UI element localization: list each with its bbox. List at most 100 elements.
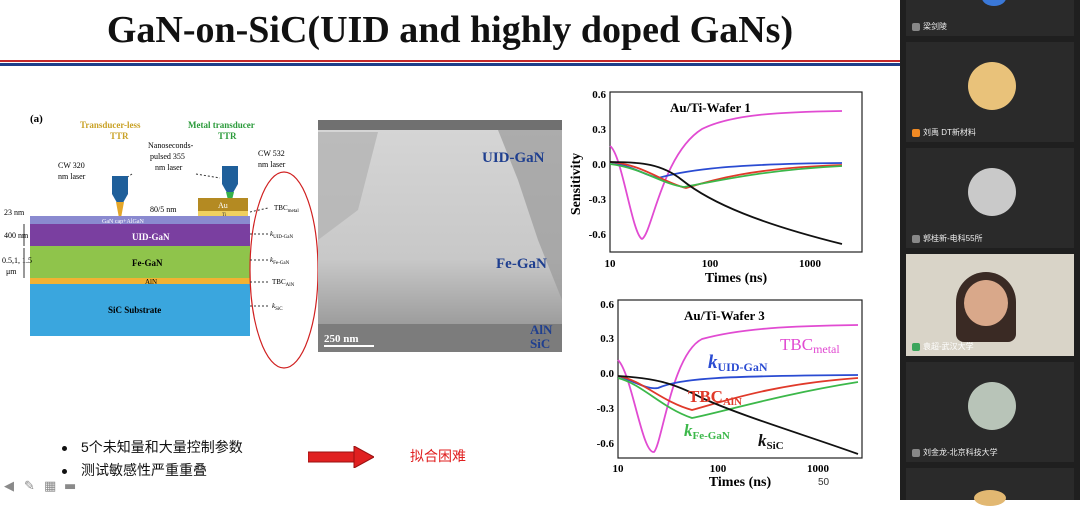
plot1-xlabel: Times (ns) — [705, 271, 768, 286]
participant-tile-1[interactable]: 梁剑陵 — [906, 0, 1074, 36]
laser-leader-left — [125, 173, 133, 179]
avatar — [968, 382, 1016, 430]
cw320-l1: CW 320 — [58, 161, 85, 170]
slides-grid-icon[interactable]: ▦ — [44, 479, 57, 494]
face — [964, 280, 1008, 326]
layer-schematic: (a) Transducer-less TTR Metal transducer… — [2, 113, 319, 369]
title-rule-blue — [0, 63, 900, 66]
plot1-ytick-2: 0.0 — [592, 159, 606, 171]
au-label: Au — [218, 201, 228, 210]
avatar — [974, 490, 1006, 506]
plot2-curve-k-fe — [617, 377, 859, 419]
plot1-curve-tbc-aln — [609, 161, 843, 189]
ttr-label-left: TTR — [110, 131, 129, 141]
au-layer — [198, 198, 248, 211]
tem-uid-label: UID-GaN — [482, 150, 545, 166]
bullet-dot-icon — [62, 468, 67, 474]
avatar — [968, 168, 1016, 216]
ttr-label-right: TTR — [218, 131, 237, 141]
laser-left-icon — [112, 176, 128, 218]
nanoseconds-laser-l2: pulsed 355 — [150, 152, 185, 161]
plot2-title: Au/Ti-Wafer 3 — [684, 308, 765, 323]
nanoseconds-laser-l1: Nanoseconds- — [148, 141, 194, 150]
plot2-label-tbc-aln: TBCAlN — [688, 387, 742, 408]
mic-off-icon — [912, 448, 920, 457]
participant-tile-5[interactable]: 刘金龙-北京科技大学 — [906, 362, 1074, 462]
plot2-label-tbc-metal: TBCmetal — [780, 335, 840, 356]
uid-gan-layer — [30, 224, 250, 246]
panel-label: (a) — [30, 113, 43, 125]
slide-toolbar: ◀ ✎ ▦ ▬ — [4, 480, 78, 494]
sensitivity-plot-wafer3: Au/Ti-Wafer 3 Times (ns) 0.6 0.3 0.0 -0.… — [597, 299, 863, 490]
participant-tile-4-active[interactable]: 袁超-武汉大学 — [906, 254, 1074, 356]
tem-scale-label: 250 nm — [324, 333, 359, 345]
prev-arrow-icon[interactable]: ◀ — [4, 479, 14, 494]
tem-sic-label: SiC — [530, 336, 550, 351]
title-rule-red — [0, 60, 900, 62]
plot2-ytick-0: 0.6 — [600, 299, 614, 311]
page-number: 50 — [818, 477, 830, 488]
red-arrow-icon — [308, 446, 374, 468]
plot1-title: Au/Ti-Wafer 1 — [670, 100, 751, 115]
plot2-ytick-3: -0.3 — [597, 403, 615, 415]
participant-tile-3[interactable]: 郭桂新-电科55所 — [906, 148, 1074, 248]
presentation-slide: GaN-on-SiC(UID and highly doped GaNs) (a… — [0, 9, 900, 494]
avatar — [982, 0, 1006, 6]
thickness-um: μm — [6, 267, 17, 276]
plot1-ytick-1: 0.3 — [592, 124, 606, 136]
laser-leader-right — [195, 173, 221, 179]
cap-layer-label: GaN cap+AlGaN — [102, 219, 145, 225]
uid-gan-layer-label: UID-GaN — [132, 232, 170, 242]
param-k-fe: kFe-GaN — [270, 256, 290, 266]
aln-layer-label: AlN — [145, 278, 157, 286]
plot2-xtick-2: 1000 — [807, 463, 830, 475]
plot2-xtick-1: 100 — [710, 463, 727, 475]
plot2-ytick-2: 0.0 — [600, 368, 614, 380]
fe-gan-layer — [30, 246, 250, 278]
mic-off-icon — [912, 22, 920, 31]
fe-gan-layer-label: Fe-GaN — [132, 258, 163, 268]
param-k-sic: kSiC — [272, 302, 283, 312]
cw320-l2: nm laser — [58, 172, 86, 181]
plot2-frame — [617, 299, 863, 459]
participant-name: 郭桂新-电科55所 — [912, 233, 983, 244]
param-tbc-aln: TBCAlN — [272, 278, 295, 288]
participant-name: 袁超-武汉大学 — [912, 341, 974, 352]
participant-tile-2[interactable]: 刘禹 DT新材料 — [906, 42, 1074, 142]
plot1-xtick-0: 10 — [605, 258, 617, 270]
transducer-less-label: Transducer-less — [80, 120, 141, 130]
plot2-curve-k-sic — [617, 375, 859, 455]
metal-transducer-label: Metal transducer — [188, 120, 255, 130]
thickness-80-5: 80/5 nm — [150, 205, 177, 214]
fitting-difficulty-label: 拟合困难 — [410, 448, 466, 464]
avatar — [968, 62, 1016, 110]
sic-layer — [30, 284, 250, 336]
more-icon[interactable]: ▬ — [64, 479, 77, 494]
slide-title: GaN-on-SiC(UID and highly doped GaNs) — [106, 9, 794, 51]
plot2-curve-tbc-aln — [617, 375, 859, 411]
bullet-list: 5个未知量和大量控制参数 测试敏感性严重重叠 — [62, 436, 243, 482]
tem-aln-label: AlN — [530, 322, 553, 337]
plot1-ytick-0: 0.6 — [592, 89, 606, 101]
plot1-ytick-3: -0.3 — [589, 194, 607, 206]
mic-icon — [912, 128, 920, 137]
thickness-23: 23 nm — [4, 208, 25, 217]
sensitivity-plot-wafer1: Au/Ti-Wafer 1 Sensitivity Times (ns) 0.6… — [569, 89, 863, 286]
sic-layer-label: SiC Substrate — [108, 305, 161, 315]
mic-off-icon — [912, 234, 920, 243]
param-k-uid: kUID-GaN — [270, 230, 293, 240]
participant-sidebar: 梁剑陵 刘禹 DT新材料 郭桂新-电科55所 袁超-武汉大学 刘金龙-北京科技大… — [900, 0, 1080, 506]
bullet-item-1: 5个未知量和大量控制参数 — [62, 436, 243, 459]
cw532-l2: nm laser — [258, 160, 286, 169]
cap-layer — [30, 216, 250, 224]
participant-tile-6[interactable] — [906, 468, 1074, 506]
nanoseconds-laser-l3: nm laser — [155, 163, 183, 172]
pen-icon[interactable]: ✎ — [24, 479, 35, 494]
plot2-xtick-0: 10 — [613, 463, 625, 475]
aln-layer — [30, 278, 250, 284]
plot1-ylabel: Sensitivity — [569, 153, 584, 215]
plot2-xlabel: Times (ns) — [709, 475, 772, 490]
plot1-xtick-1: 100 — [702, 258, 719, 270]
ti-layer — [198, 211, 248, 216]
plot1-xtick-2: 1000 — [799, 258, 822, 270]
